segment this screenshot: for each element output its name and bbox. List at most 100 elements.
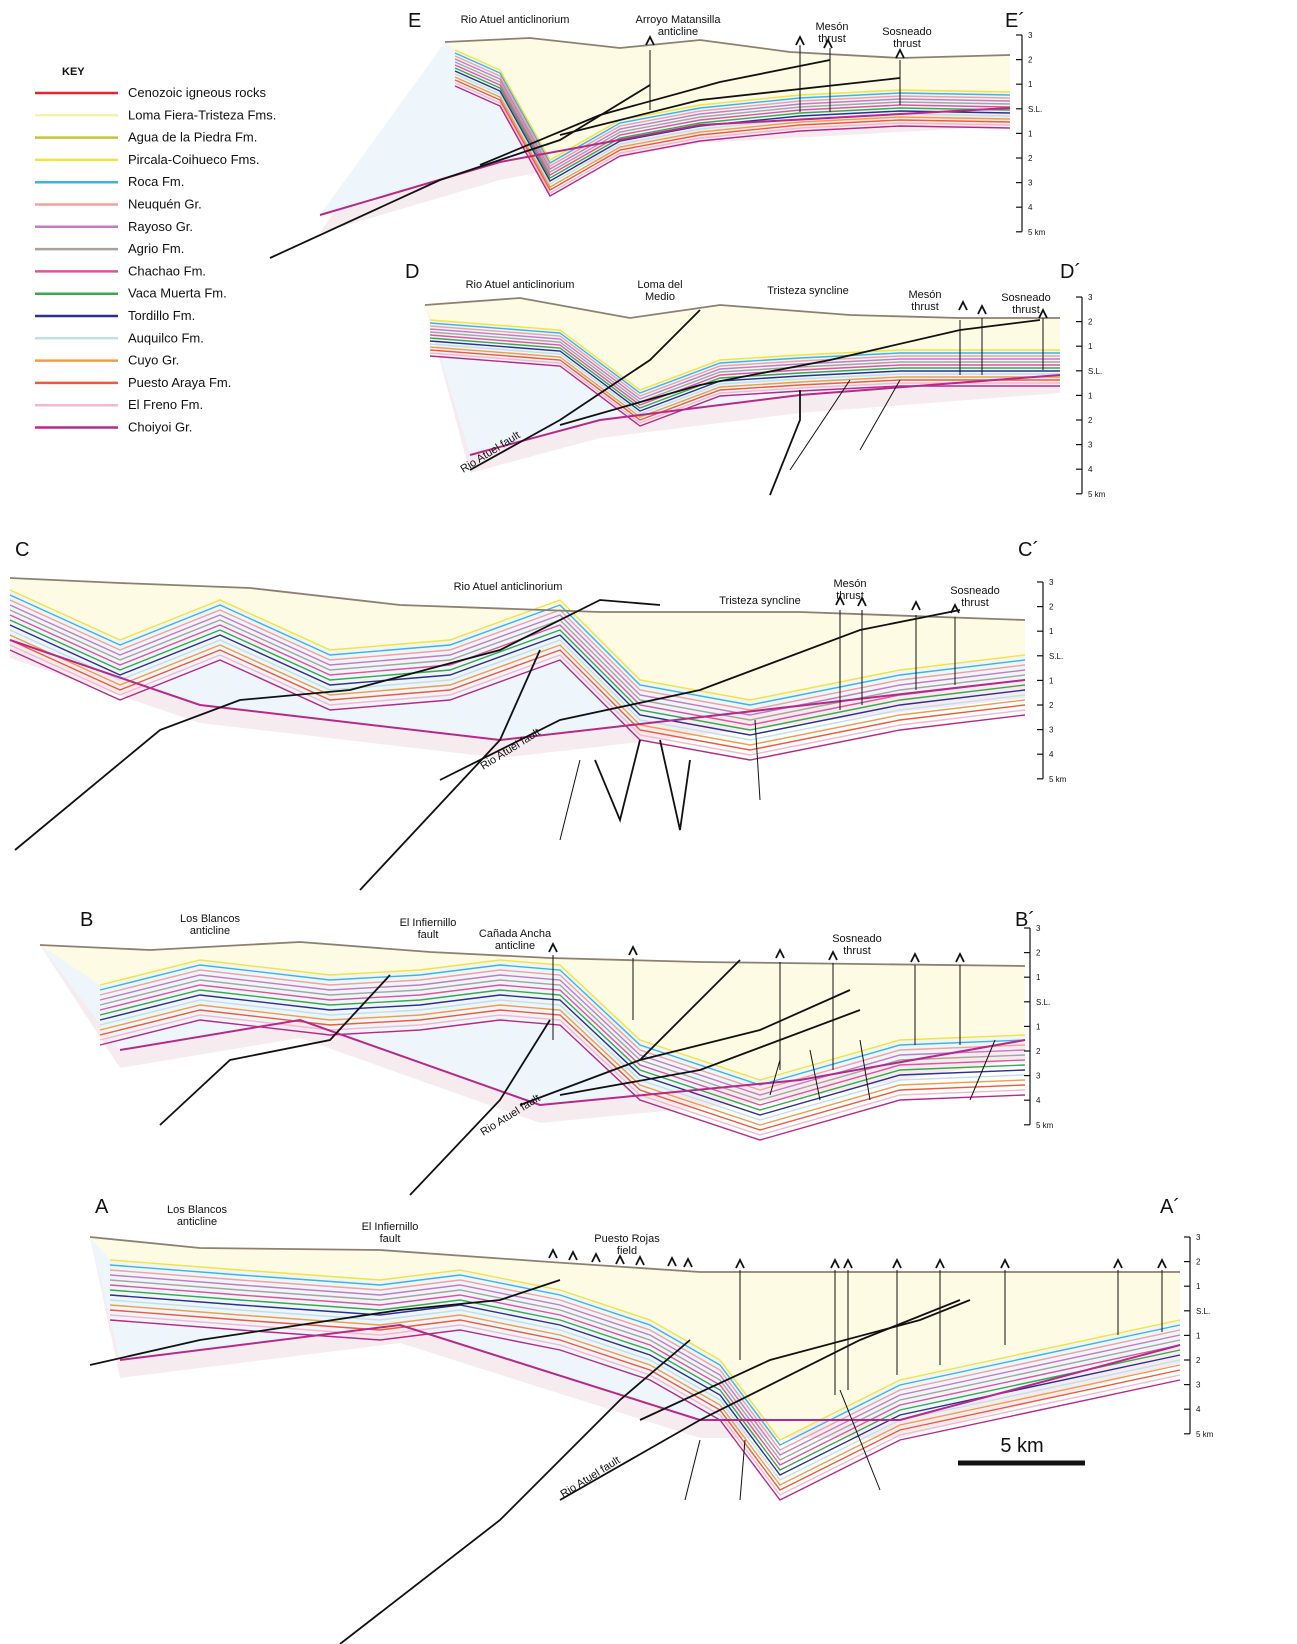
scale-label: 3 [1049, 726, 1054, 735]
stratum [9, 604, 1026, 716]
fault [809, 1049, 821, 1101]
thrust-arrow [857, 595, 867, 607]
fault [659, 739, 691, 831]
thrust-arrow [548, 941, 558, 953]
scale-label: 1 [1088, 342, 1093, 351]
stratum [109, 1299, 1181, 1481]
stratum [429, 331, 1060, 403]
choiyoi-base [9, 639, 1026, 742]
thrust-arrow [548, 1247, 558, 1259]
scale-label: 3 [1028, 31, 1033, 40]
key-label: Choiyoi Gr. [128, 420, 192, 435]
thrust-arrow [615, 1253, 625, 1265]
structure-label: Rio Atuel anticlinorium [461, 14, 570, 26]
structure-label: Loma del [637, 279, 682, 291]
stratum [109, 1289, 1181, 1471]
scale-label: 1 [1028, 80, 1033, 89]
section-end: C´ [1018, 539, 1039, 561]
stratum [454, 49, 1011, 161]
scale-label: 5 km [1196, 1430, 1214, 1439]
stratum [9, 634, 1026, 746]
stratum [9, 594, 1026, 706]
structure-label: Arroyo Matansilla [636, 14, 722, 26]
stratum [99, 994, 1026, 1116]
stratum [109, 1314, 1181, 1496]
stratum [109, 1274, 1181, 1456]
thrust-arrow [977, 303, 987, 315]
stratum [9, 644, 1026, 756]
structure-label: thrust [893, 38, 921, 50]
scale-label: 2 [1196, 1356, 1201, 1365]
scale-label: 1 [1196, 1331, 1201, 1340]
fault [339, 1339, 691, 1644]
structure-label: Los Blancos [167, 1204, 227, 1216]
structure-label: fault [418, 929, 439, 941]
structure-label: field [617, 1245, 637, 1257]
structure-label: Puesto Rojas [594, 1233, 660, 1245]
structure-label: Rio Atuel anticlinorium [454, 581, 563, 593]
stratum [9, 619, 1026, 731]
scale-label: 1 [1049, 676, 1054, 685]
structure-label: Sosneado [1001, 292, 1051, 304]
section-start: C [15, 539, 29, 561]
section-end: A´ [1160, 1196, 1180, 1218]
key-label: Vaca Muerta Fm. [128, 286, 227, 301]
stratum [99, 979, 1026, 1101]
stratum [9, 609, 1026, 721]
choiyoi-base [319, 107, 1011, 216]
scale-label: 1 [1049, 627, 1054, 636]
key-label: Neuquén Gr. [128, 197, 202, 212]
topography [89, 1236, 1180, 1273]
key-label: Chachao Fm. [128, 263, 206, 278]
section-start: D [405, 261, 419, 283]
stratum [99, 1004, 1026, 1126]
structure-label: Tristeza syncline [767, 285, 849, 297]
thrust-arrow [950, 602, 960, 614]
stratum [109, 1264, 1181, 1446]
key-label: Tordillo Fm. [128, 308, 195, 323]
cover-fill [40, 942, 1025, 1080]
stratum [9, 624, 1026, 736]
stratum [109, 1294, 1181, 1476]
section-end: E´ [1005, 10, 1025, 32]
scale-label: 5 km [1036, 1121, 1054, 1130]
choiyoi-base [469, 374, 1061, 456]
structure-label: Mesón [833, 578, 866, 590]
thrust-arrow [935, 1257, 945, 1269]
stratum [9, 649, 1026, 761]
scale-label: 4 [1028, 203, 1033, 212]
stratum [99, 969, 1026, 1091]
scale-label: 3 [1196, 1233, 1201, 1242]
structure-label: Rio Atuel fault [558, 1454, 622, 1500]
structure-label: Cañada Ancha [479, 928, 552, 940]
fault [769, 1059, 781, 1096]
topography [444, 37, 1011, 59]
fault [559, 759, 581, 841]
key-label: Pircala-Coihueco Fms. [128, 152, 260, 167]
scale-label: 1 [1036, 1022, 1041, 1031]
stratum [454, 76, 1011, 188]
fault [639, 1299, 971, 1421]
structure-label: El Infiernillo [362, 1221, 419, 1233]
thrust-arrow [735, 1257, 745, 1269]
key-label: Roca Fm. [128, 174, 184, 189]
structure-label: Medio [645, 291, 675, 303]
scale-label: 4 [1036, 1096, 1041, 1105]
scale-label: 4 [1196, 1405, 1201, 1414]
fault [769, 390, 801, 496]
topography [9, 577, 1026, 621]
scale-label: 1 [1036, 973, 1041, 982]
structure-label: Tristeza syncline [719, 595, 801, 607]
key-label: Puesto Araya Fm. [128, 375, 231, 390]
scale-label: 4 [1088, 465, 1093, 474]
fault [684, 1439, 701, 1501]
fault [969, 1039, 996, 1101]
structure-label: fault [380, 1233, 401, 1245]
thrust-arrow [795, 34, 805, 46]
stratum [99, 989, 1026, 1111]
stratum [454, 58, 1011, 170]
cover-fill [10, 578, 1025, 700]
stratum [9, 599, 1026, 711]
thrust-arrow [955, 951, 965, 963]
